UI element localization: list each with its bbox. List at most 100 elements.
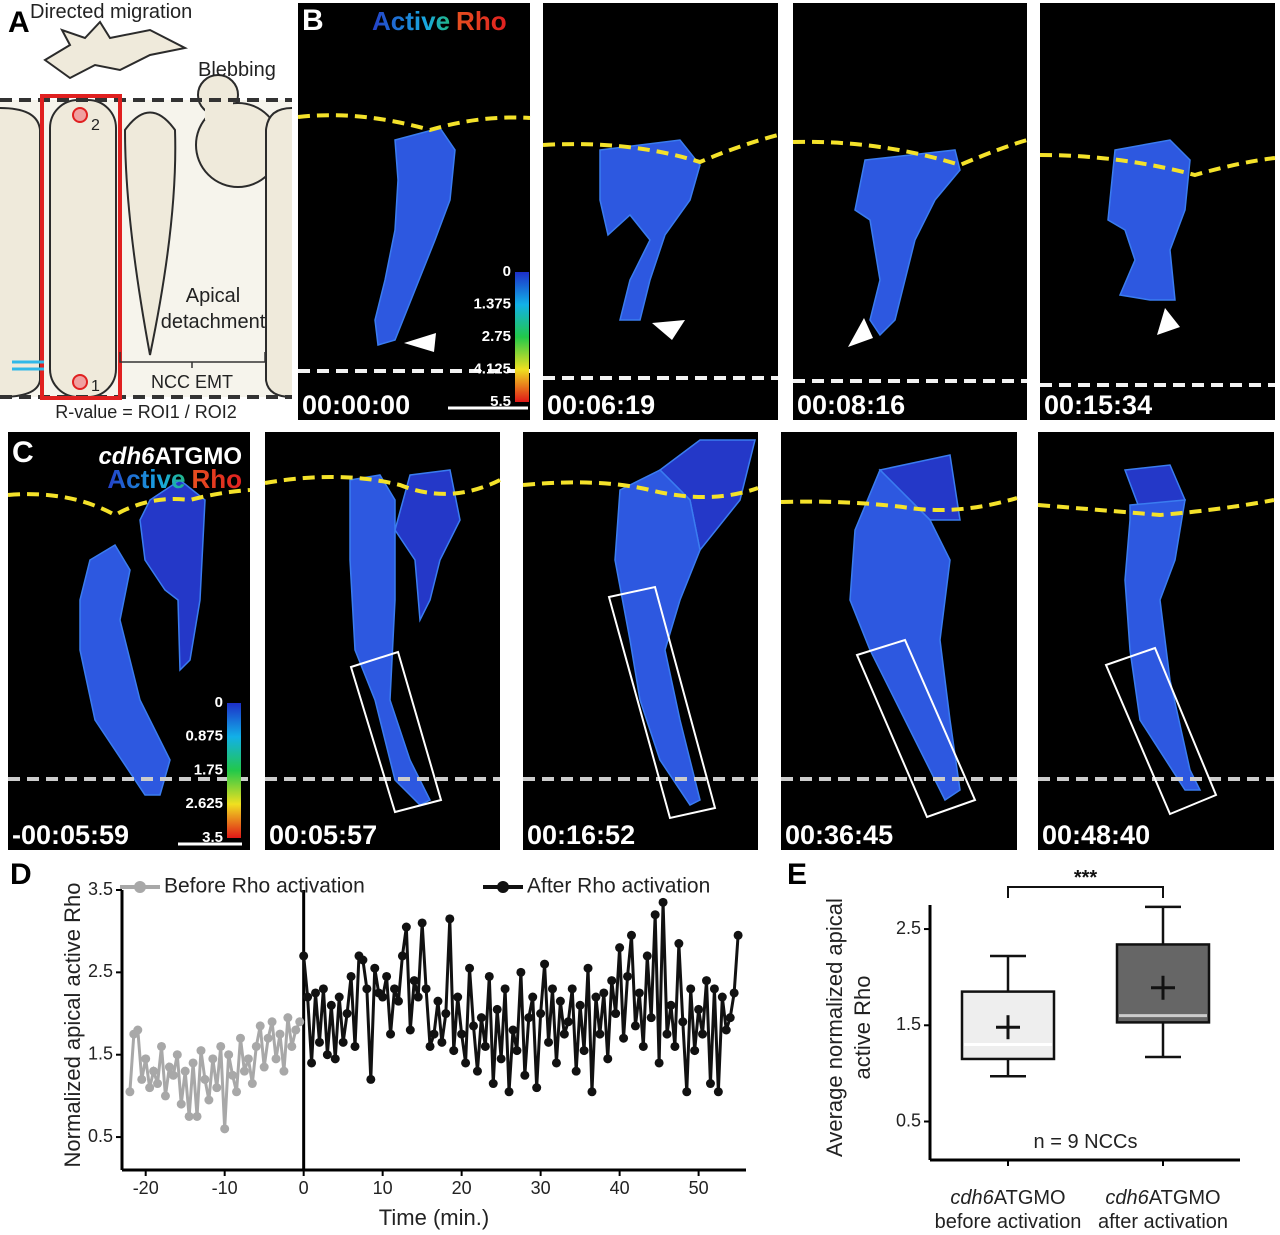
data-point	[441, 1009, 451, 1019]
data-point	[350, 1041, 360, 1051]
x-tick-label: -20	[133, 1178, 159, 1198]
channel-title: Active Rho	[107, 464, 242, 494]
data-point	[311, 988, 321, 998]
data-point	[275, 1029, 285, 1039]
data-point	[405, 1025, 415, 1035]
timestamp: 00:36:45	[785, 820, 893, 850]
data-point	[504, 1087, 514, 1097]
legend-label: Before Rho activation	[164, 875, 365, 898]
data-point	[445, 914, 455, 924]
channel-title: Active Rho	[372, 6, 507, 36]
timestamp: 00:00:00	[302, 390, 410, 420]
data-point	[279, 1066, 289, 1076]
data-point	[465, 963, 475, 973]
y-axis-label: Normalized apical active Rho	[60, 883, 85, 1168]
y-tick-label: 1.5	[88, 1043, 113, 1063]
data-point	[666, 1000, 676, 1010]
data-point	[571, 1066, 581, 1076]
data-point	[662, 1029, 672, 1039]
data-point	[626, 930, 636, 940]
x-axis-label: Time (min.)	[379, 1205, 489, 1230]
x-tick-label: 0	[299, 1178, 309, 1198]
micrographs	[7, 3, 1276, 850]
schematic	[0, 20, 293, 400]
x-tick-label: -10	[212, 1178, 238, 1198]
data-point	[299, 951, 309, 961]
data-point	[421, 984, 431, 994]
caption: Directed migration	[30, 1, 192, 23]
data-point	[690, 1046, 700, 1056]
data-point	[500, 984, 510, 994]
data-point	[176, 1099, 186, 1109]
colorbar-tick-label: 2.75	[482, 328, 511, 345]
data-point	[524, 1013, 534, 1023]
data-point	[382, 971, 392, 981]
data-point	[145, 1083, 155, 1093]
significance-bracket	[1007, 886, 1164, 898]
data-point	[397, 951, 407, 961]
timestamp: 00:48:40	[1042, 820, 1150, 850]
data-point	[243, 1054, 253, 1064]
series-line	[302, 902, 740, 1092]
data-point	[437, 1037, 447, 1047]
x-tick-label: 10	[373, 1178, 393, 1198]
data-point	[536, 1009, 546, 1019]
data-point	[698, 1029, 708, 1039]
data-point	[338, 1037, 348, 1047]
y-tick-label: 0.5	[88, 1126, 113, 1146]
colorbar-tick-label: 0	[503, 263, 511, 280]
data-point	[713, 1087, 723, 1097]
data-point	[200, 1074, 210, 1084]
data-point	[386, 1029, 396, 1039]
data-point	[263, 1033, 273, 1043]
data-point	[334, 992, 344, 1002]
data-point	[449, 1046, 459, 1056]
x-tick-label: before activation	[935, 1211, 1082, 1233]
x-tick-label: 20	[452, 1178, 472, 1198]
data-point	[453, 992, 463, 1002]
data-point	[619, 1033, 629, 1043]
data-point	[559, 1029, 569, 1039]
data-point	[362, 984, 372, 994]
data-point	[721, 1025, 731, 1035]
data-point	[705, 1079, 715, 1089]
data-point	[579, 1046, 589, 1056]
data-point	[417, 918, 427, 928]
data-point	[149, 1066, 159, 1076]
timestamp: -00:05:59	[12, 820, 129, 850]
timestamp: 00:15:34	[1044, 390, 1152, 420]
legend-label: After Rho activation	[527, 875, 710, 898]
data-point	[378, 992, 388, 1002]
colorbar-tick-label: 5.5	[490, 393, 511, 410]
y-tick-label: 0.5	[896, 1110, 921, 1130]
data-point	[607, 976, 617, 986]
y-tick-label: 2.5	[88, 961, 113, 981]
data-point	[251, 1041, 261, 1051]
data-point	[220, 1124, 230, 1134]
x-tick-label: cdh6ATGMO	[1105, 1187, 1220, 1209]
panel-label: B	[302, 4, 324, 37]
data-point	[232, 1087, 242, 1097]
colorbar-tick-label: 0	[215, 694, 223, 711]
data-point	[295, 1017, 305, 1027]
annotation: n = 9 NCCs	[1034, 1131, 1138, 1153]
timestamp: 00:16:52	[527, 820, 635, 850]
data-point	[694, 1004, 704, 1014]
data-point	[532, 1083, 542, 1093]
data-point	[429, 1029, 439, 1039]
data-point	[484, 971, 494, 981]
timestamp: 00:05:57	[269, 820, 377, 850]
data-point	[137, 1074, 147, 1084]
caption: Apical	[186, 285, 240, 307]
data-point	[409, 976, 419, 986]
data-point	[709, 984, 719, 994]
data-point	[291, 1025, 301, 1035]
data-point	[303, 992, 313, 1002]
data-point	[599, 988, 609, 998]
y-tick-label: 3.5	[88, 879, 113, 899]
caption: detachment	[161, 311, 266, 333]
colorbar-tick-label: 3.5	[202, 829, 223, 846]
text-part: ATGMO	[1149, 1187, 1221, 1209]
data-point	[125, 1087, 135, 1097]
data-point	[528, 992, 538, 1002]
